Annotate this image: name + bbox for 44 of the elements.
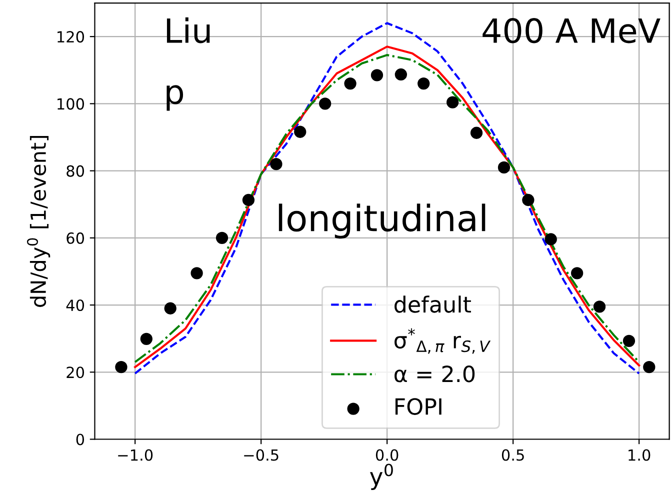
legend-label: α = 2.0: [394, 366, 475, 382]
annotation: longitudinal: [278, 204, 486, 239]
point: [140, 332, 152, 345]
point: [294, 126, 306, 138]
point: [370, 69, 384, 82]
point: [522, 194, 534, 206]
point: [571, 267, 584, 280]
x-axis-title: y$^{0}$: [370, 464, 393, 490]
point: [115, 361, 128, 374]
x-tick-label: −0.5: [244, 449, 278, 461]
legend-label: default: [394, 296, 471, 313]
y-tick-label: 100: [58, 98, 84, 110]
point: [394, 68, 408, 81]
legend-label: σ$^{*}$$_{Δ,π}$ r$_{S,V}$: [394, 328, 491, 354]
y-tick-label: 0: [76, 434, 84, 446]
point: [270, 158, 282, 170]
y-tick-label: 120: [58, 31, 84, 43]
point: [498, 161, 510, 174]
y-tick-label: 60: [66, 232, 84, 244]
y-axis-title: dN/dy$^{0}$ [1/event]: [26, 136, 50, 307]
annotation: Liu: [166, 17, 210, 44]
annotation: 400 A MeV: [482, 18, 660, 44]
point: [446, 96, 459, 108]
point: [544, 233, 557, 246]
x-tick-label: 0.0: [376, 449, 398, 461]
point: [622, 334, 636, 348]
point: [470, 126, 483, 139]
y-tick-label: 40: [66, 299, 84, 312]
x-tick-label: 1.0: [628, 449, 650, 461]
point: [216, 232, 228, 244]
point: [593, 300, 606, 313]
point: [344, 77, 356, 90]
point: [319, 98, 332, 110]
legend-label: FOPI: [395, 398, 442, 415]
y-tick-label: 80: [66, 165, 84, 177]
x-tick-label: 0.5: [502, 449, 524, 461]
point: [190, 267, 203, 280]
y-tick-label: 20: [66, 366, 84, 378]
point: [242, 194, 255, 206]
point: [418, 77, 430, 90]
point: [643, 361, 656, 374]
point: [164, 302, 176, 314]
annotation: p: [166, 85, 184, 111]
x-tick-label: −1.0: [118, 449, 153, 461]
